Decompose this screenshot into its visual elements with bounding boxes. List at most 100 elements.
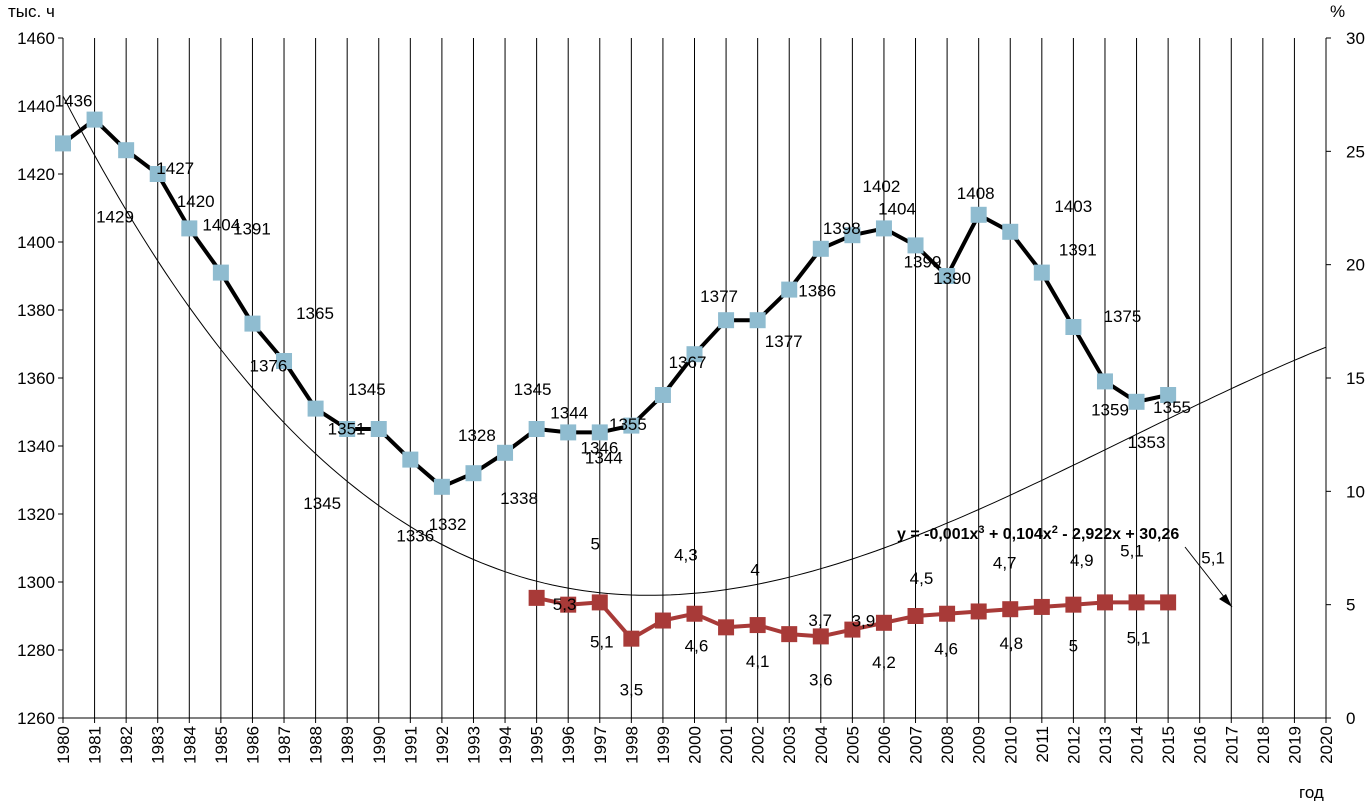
eq-sup-1: 3 — [978, 524, 984, 536]
data-label: 1386 — [798, 282, 836, 301]
data-label: 1336 — [396, 527, 434, 546]
x-tick-label: 1996 — [559, 726, 578, 764]
y-left-tick-label: 1280 — [17, 641, 55, 660]
series-1-marker — [875, 220, 892, 237]
x-tick-label: 2015 — [1159, 726, 1178, 764]
series-1-marker — [812, 240, 829, 257]
y-left-tick-label: 1320 — [17, 505, 55, 524]
eq-part-2: + 0,104x — [985, 526, 1052, 543]
x-tick-label: 1992 — [433, 726, 452, 764]
y-left-tick-label: 1460 — [17, 29, 55, 48]
data-label: 4,8 — [999, 634, 1023, 653]
data-label: 1355 — [609, 415, 647, 434]
x-tick-label: 1991 — [401, 726, 420, 764]
data-label: 4,9 — [1070, 551, 1094, 570]
series-2-marker — [1033, 598, 1050, 615]
data-label: 1390 — [933, 269, 971, 288]
x-tick-label: 2014 — [1128, 726, 1147, 764]
data-label: 3,6 — [809, 670, 833, 689]
x-tick-label: 2010 — [1001, 726, 1020, 764]
series-2-marker — [812, 628, 829, 645]
series-1-marker — [370, 421, 387, 437]
series-1-marker — [1065, 319, 1082, 335]
y-left-tick-label: 1420 — [17, 165, 55, 184]
data-label: 5,1 — [590, 632, 614, 651]
data-label: 1338 — [500, 489, 538, 508]
y-right-tick-label: 5 — [1346, 596, 1355, 615]
data-label: 5 — [1069, 637, 1078, 656]
series-1-marker — [497, 444, 514, 461]
series-2-marker — [654, 612, 671, 629]
x-tick-label: 1987 — [275, 726, 294, 764]
y-left-tick-label: 1380 — [17, 301, 55, 320]
series-1-marker — [339, 421, 356, 437]
eq-arrowhead — [1219, 594, 1232, 607]
x-tick-label: 1981 — [86, 726, 105, 764]
data-label: 3,7 — [808, 611, 832, 630]
x-tick-label: 1982 — [117, 726, 136, 764]
x-tick-label: 2013 — [1096, 726, 1115, 764]
data-label: 1404 — [878, 199, 916, 218]
data-label: 4,3 — [674, 546, 698, 565]
x-tick-label: 1980 — [54, 726, 73, 764]
data-label: 4,6 — [934, 640, 958, 659]
data-label: 5,1 — [1120, 541, 1144, 560]
data-label: 5,1 — [1127, 628, 1151, 647]
series-1-marker — [1002, 223, 1019, 240]
data-label: 1398 — [823, 219, 861, 238]
series-2-marker — [781, 626, 798, 643]
series-1-marker — [118, 142, 135, 159]
series-2-marker — [591, 594, 608, 611]
data-label: 4,1 — [746, 652, 770, 671]
x-tick-label: 2019 — [1285, 726, 1304, 764]
data-label: 4,7 — [993, 554, 1017, 573]
data-label: 1359 — [1091, 400, 1129, 419]
tick-labels: 1260 1280 1300 1320 1340 1360 1380 1400 1420 1440… — [17, 29, 1365, 764]
y-left-tick-label: 1360 — [17, 369, 55, 388]
x-tick-label: 2003 — [780, 726, 799, 764]
trendline-curve — [62, 95, 1327, 596]
data-label: 1365 — [296, 304, 334, 323]
series-1-marker — [718, 312, 735, 329]
series-2-marker — [749, 617, 766, 634]
series-1-marker — [244, 315, 261, 332]
data-labels: 1436142914271420140413911376136513511345… — [55, 92, 1225, 700]
x-tick-label: 1994 — [496, 726, 515, 764]
data-label: 1353 — [1128, 433, 1166, 452]
series-1-marker — [149, 166, 166, 182]
data-label: 1420 — [177, 192, 215, 211]
series-2-marker — [560, 596, 577, 613]
data-label: 1402 — [862, 177, 900, 196]
series-1-marker — [654, 387, 671, 403]
trendline-equation: y = -0,001x3 + 0,104x2 - 2,922x + 30,26 — [897, 524, 1233, 608]
series-1-marker — [307, 400, 324, 417]
series-1-marker — [1160, 387, 1177, 403]
series-1-marker — [560, 424, 577, 441]
series-1-marker — [844, 227, 861, 244]
x-tick-label: 1998 — [622, 726, 641, 764]
x-tick-label: 2018 — [1254, 726, 1273, 764]
data-label: 1332 — [429, 515, 467, 534]
x-tick-label: 2017 — [1222, 726, 1241, 764]
x-unit-label: год — [1299, 783, 1324, 801]
data-label: 1345 — [348, 380, 386, 399]
data-label: 1344 — [550, 403, 588, 422]
data-label: 1391 — [233, 220, 271, 239]
series-1-marker — [939, 268, 956, 284]
series-1-marker — [781, 281, 798, 298]
x-tick-label: 1990 — [370, 726, 389, 764]
series-2-marker — [970, 603, 987, 620]
data-label: 5,3 — [553, 595, 577, 614]
data-label: 1344 — [585, 448, 623, 467]
series-2-marker — [939, 605, 956, 622]
series-1-marker — [465, 465, 482, 482]
series-1-marker — [55, 135, 71, 152]
x-tick-label: 1995 — [528, 726, 547, 764]
data-label: 3,9 — [852, 612, 876, 631]
series-2-marker — [718, 619, 735, 636]
trendline — [62, 95, 1327, 596]
y-right-tick-label: 0 — [1346, 709, 1355, 728]
series-1-marker — [1096, 373, 1113, 390]
x-tick-label: 2009 — [970, 726, 989, 764]
x-tick-label: 2006 — [875, 726, 894, 764]
